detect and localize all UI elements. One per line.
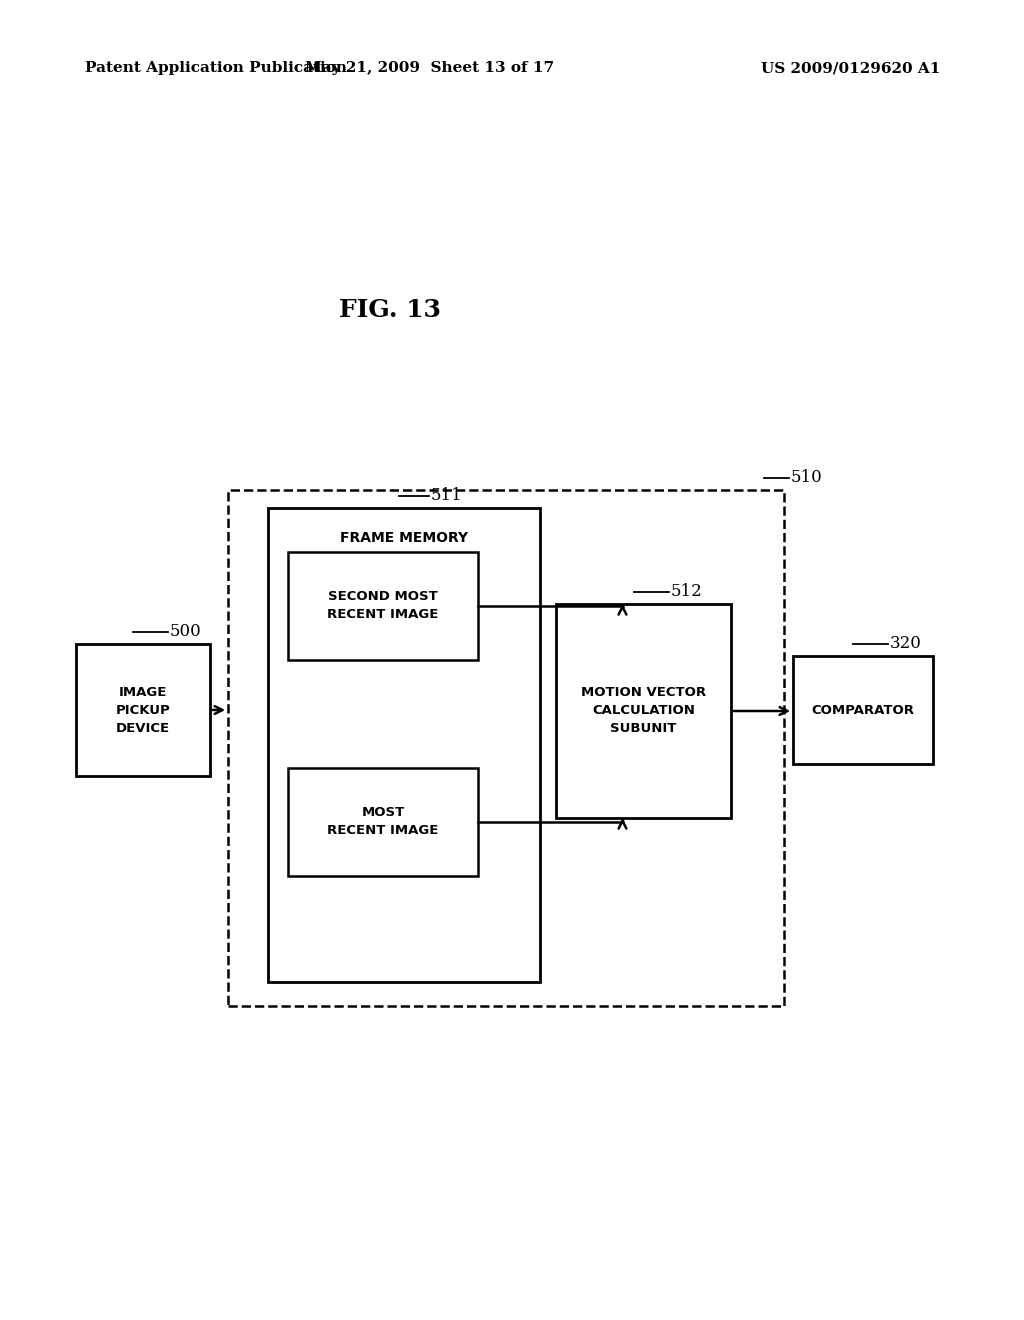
Text: 511: 511 <box>431 487 463 504</box>
Text: Patent Application Publication: Patent Application Publication <box>85 61 347 75</box>
Text: FRAME MEMORY: FRAME MEMORY <box>340 531 468 545</box>
Text: MOST
RECENT IMAGE: MOST RECENT IMAGE <box>328 807 438 837</box>
Bar <box>268 508 540 982</box>
Text: COMPARATOR: COMPARATOR <box>811 704 914 717</box>
Text: FIG. 13: FIG. 13 <box>339 298 441 322</box>
Text: May 21, 2009  Sheet 13 of 17: May 21, 2009 Sheet 13 of 17 <box>305 61 555 75</box>
Text: US 2009/0129620 A1: US 2009/0129620 A1 <box>761 61 940 75</box>
Bar <box>793 656 933 764</box>
Text: SECOND MOST
RECENT IMAGE: SECOND MOST RECENT IMAGE <box>328 590 438 622</box>
Bar <box>556 605 731 818</box>
Bar <box>288 768 478 876</box>
Text: 320: 320 <box>890 635 922 652</box>
Text: 512: 512 <box>671 583 702 601</box>
Bar <box>76 644 210 776</box>
Bar <box>228 490 784 1006</box>
Text: 510: 510 <box>791 470 822 487</box>
Text: MOTION VECTOR
CALCULATION
SUBUNIT: MOTION VECTOR CALCULATION SUBUNIT <box>581 686 707 735</box>
Bar <box>288 552 478 660</box>
Text: 500: 500 <box>170 623 202 640</box>
Text: IMAGE
PICKUP
DEVICE: IMAGE PICKUP DEVICE <box>116 685 170 734</box>
